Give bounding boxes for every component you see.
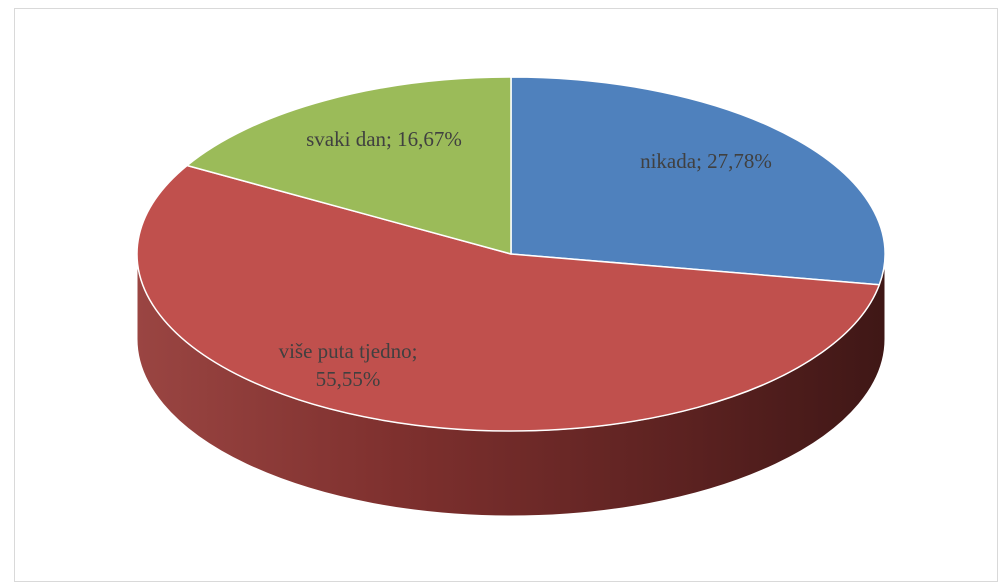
pie-slice-svaki-dan <box>186 76 512 255</box>
pie-slice-vise-puta-tjedno <box>136 164 881 432</box>
data-label-svaki-dan: svaki dan; 16,67% <box>306 127 462 151</box>
data-label-vise-puta-tjedno: više puta tjedno; 55,55% <box>279 339 418 391</box>
data-label-line: 55,55% <box>316 367 381 391</box>
data-label-line: više puta tjedno; <box>279 339 418 363</box>
data-label-nikada: nikada; 27,78% <box>640 149 772 173</box>
pie-slice-nikada <box>510 76 886 286</box>
